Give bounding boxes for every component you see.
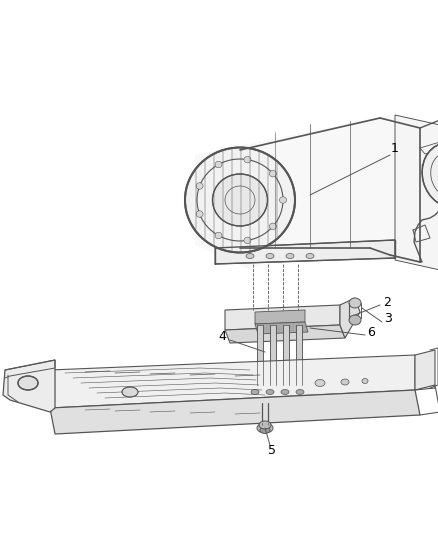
Polygon shape xyxy=(225,305,340,330)
Text: 1: 1 xyxy=(391,141,399,155)
Polygon shape xyxy=(415,350,435,390)
Ellipse shape xyxy=(296,390,304,394)
Ellipse shape xyxy=(269,223,276,230)
Text: 6: 6 xyxy=(367,327,375,340)
Ellipse shape xyxy=(122,387,138,397)
Ellipse shape xyxy=(260,426,270,433)
Ellipse shape xyxy=(269,171,276,177)
Ellipse shape xyxy=(18,376,38,390)
Ellipse shape xyxy=(266,390,274,394)
Ellipse shape xyxy=(185,148,295,253)
Polygon shape xyxy=(395,115,438,270)
Polygon shape xyxy=(345,372,367,395)
Ellipse shape xyxy=(279,197,286,203)
Ellipse shape xyxy=(196,183,203,189)
Ellipse shape xyxy=(362,378,368,384)
Ellipse shape xyxy=(349,298,361,308)
Polygon shape xyxy=(270,325,276,385)
Polygon shape xyxy=(225,325,345,343)
Polygon shape xyxy=(257,325,263,385)
Ellipse shape xyxy=(244,156,251,163)
Ellipse shape xyxy=(315,379,325,386)
Ellipse shape xyxy=(196,211,203,217)
Polygon shape xyxy=(3,360,55,412)
Polygon shape xyxy=(50,355,415,408)
Polygon shape xyxy=(296,325,302,385)
Text: 5: 5 xyxy=(268,443,276,456)
Text: 2: 2 xyxy=(383,295,391,309)
Text: 3: 3 xyxy=(384,311,392,325)
Polygon shape xyxy=(283,325,289,385)
Ellipse shape xyxy=(349,315,361,325)
Polygon shape xyxy=(255,322,308,334)
Ellipse shape xyxy=(251,390,259,394)
Ellipse shape xyxy=(215,232,222,239)
Polygon shape xyxy=(255,310,305,324)
Ellipse shape xyxy=(212,174,268,226)
Ellipse shape xyxy=(257,423,273,433)
Ellipse shape xyxy=(281,390,289,394)
Ellipse shape xyxy=(341,379,349,385)
Polygon shape xyxy=(50,390,420,434)
Polygon shape xyxy=(340,298,360,338)
Ellipse shape xyxy=(266,254,274,259)
Ellipse shape xyxy=(422,143,438,207)
Ellipse shape xyxy=(215,161,222,168)
Ellipse shape xyxy=(259,421,271,429)
Polygon shape xyxy=(215,240,395,264)
Polygon shape xyxy=(220,378,350,403)
Text: 4: 4 xyxy=(218,329,226,343)
Ellipse shape xyxy=(306,254,314,259)
Ellipse shape xyxy=(244,237,251,244)
Polygon shape xyxy=(195,115,420,270)
Ellipse shape xyxy=(286,254,294,259)
Ellipse shape xyxy=(246,254,254,259)
